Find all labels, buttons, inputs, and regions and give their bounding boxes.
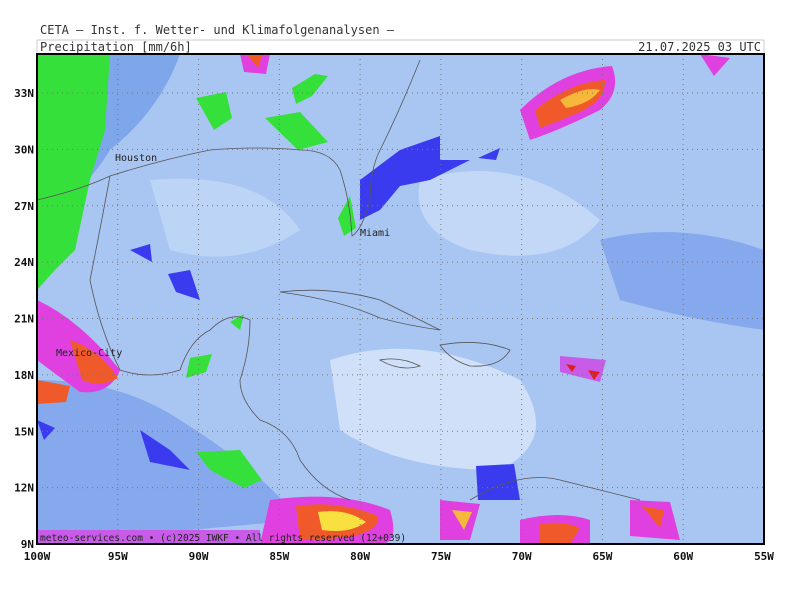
lat-label: 30N bbox=[14, 143, 34, 156]
lon-label: 85W bbox=[269, 550, 289, 563]
city-label: Mexico-City bbox=[56, 348, 122, 359]
lon-label: 80W bbox=[350, 550, 370, 563]
lon-label: 55W bbox=[754, 550, 774, 563]
lon-label: 60W bbox=[673, 550, 693, 563]
valid-time: 21.07.2025 03 UTC bbox=[638, 40, 761, 54]
map-frame bbox=[36, 53, 765, 545]
lat-label: 33N bbox=[14, 87, 34, 100]
graticule bbox=[37, 54, 764, 544]
lon-label: 75W bbox=[431, 550, 451, 563]
lon-label: 95W bbox=[108, 550, 128, 563]
city-label: Houston bbox=[115, 153, 157, 164]
footer: meteo-services.com • (c)2025 IWKF • All … bbox=[40, 533, 406, 544]
city-label: Miami bbox=[360, 228, 390, 239]
lon-label: 70W bbox=[512, 550, 532, 563]
lat-label: 18N bbox=[14, 369, 34, 382]
lat-label: 9N bbox=[21, 538, 34, 551]
lon-label: 90W bbox=[189, 550, 209, 563]
lat-label: 24N bbox=[14, 256, 34, 269]
source-title: CETA — Inst. f. Wetter- und Klimafolgena… bbox=[40, 23, 395, 37]
lat-label: 21N bbox=[14, 313, 34, 326]
lat-label: 15N bbox=[14, 425, 34, 438]
product-title: Precipitation [mm/6h] bbox=[40, 40, 192, 54]
lon-label: 65W bbox=[593, 550, 613, 563]
lat-label: 27N bbox=[14, 200, 34, 213]
lat-label: 12N bbox=[14, 482, 34, 495]
lon-label: 100W bbox=[24, 550, 51, 563]
map-field bbox=[37, 54, 764, 544]
